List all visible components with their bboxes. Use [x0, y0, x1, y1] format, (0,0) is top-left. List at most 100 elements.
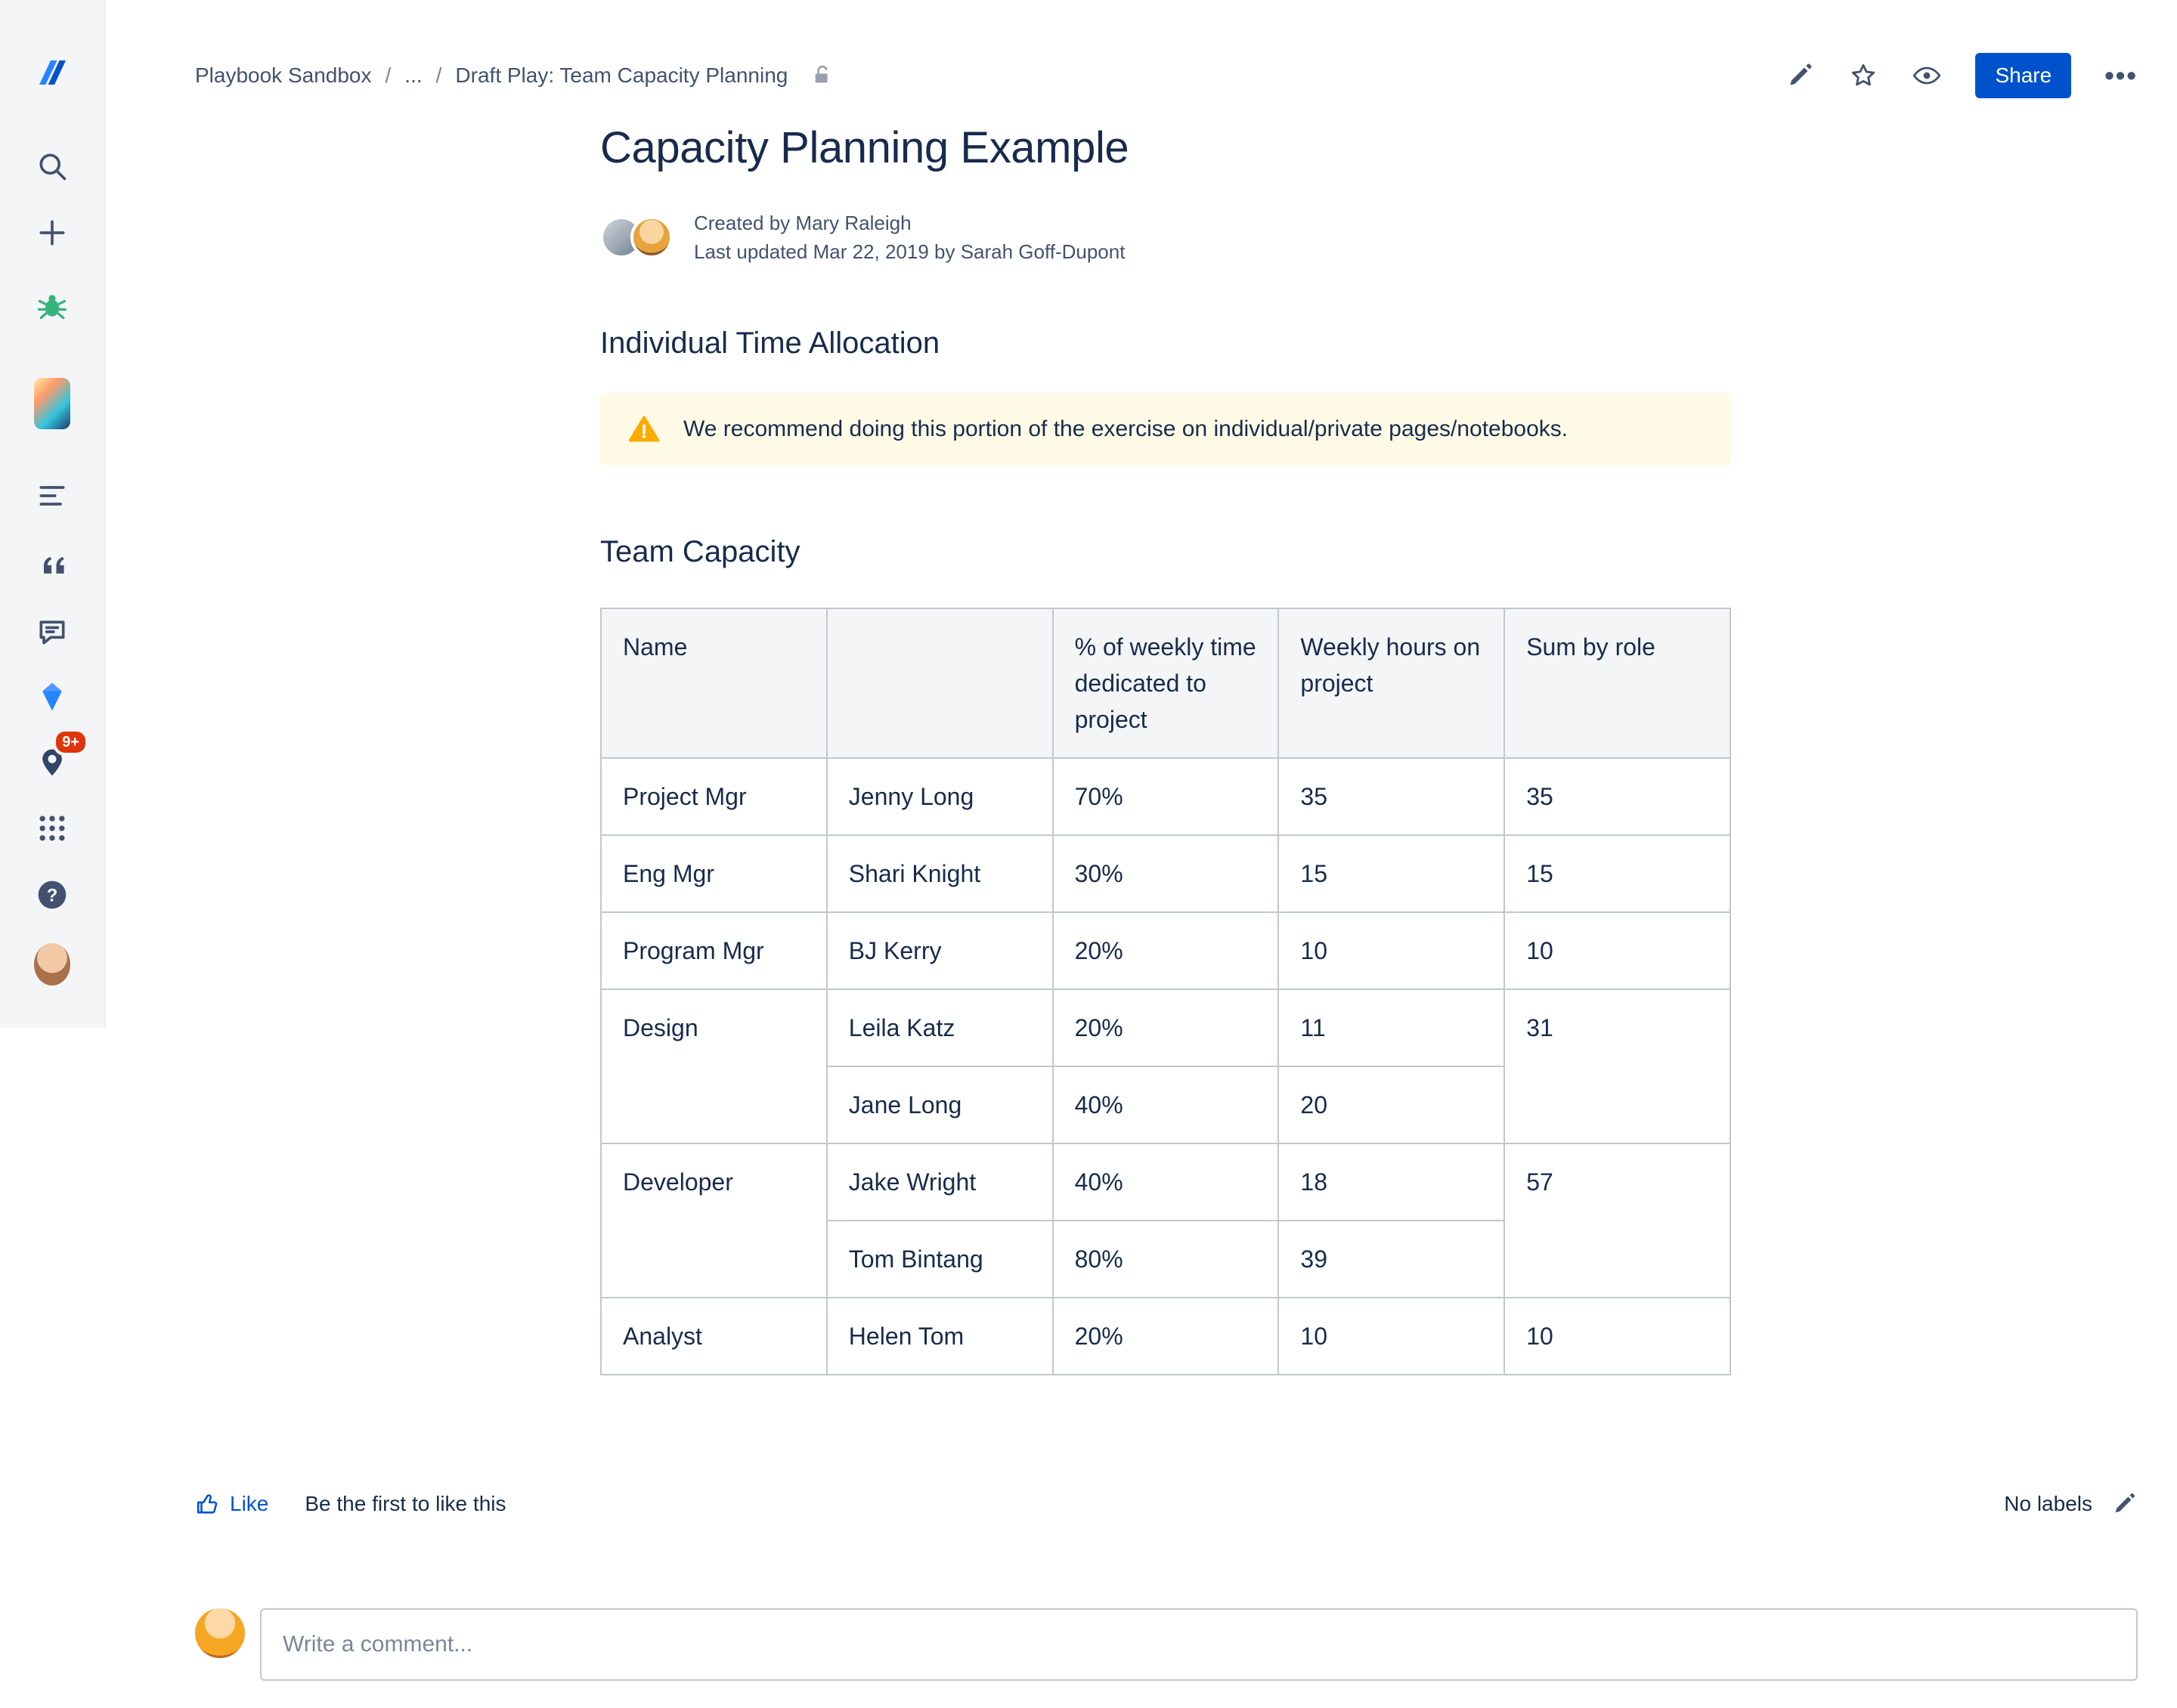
cell-name: Jenny Long — [825, 757, 1054, 836]
unlock-icon — [816, 65, 828, 83]
breadcrumb-separator: / — [435, 63, 442, 87]
comment-input[interactable] — [260, 1608, 2138, 1681]
notifications-pin-icon — [42, 749, 62, 776]
breadcrumb-space[interactable]: Playbook Sandbox — [195, 63, 372, 87]
recent-button[interactable] — [34, 478, 70, 514]
favourite-button[interactable] — [1848, 60, 1878, 91]
labels-text: No labels — [2004, 1492, 2092, 1515]
blue-diamond-icon — [42, 682, 62, 711]
restrictions-button[interactable] — [810, 63, 835, 88]
cell-sum: 57 — [1503, 1143, 1732, 1298]
bug-icon — [37, 295, 67, 320]
cell-role: Eng Mgr — [599, 834, 828, 913]
cell-role: Analyst — [599, 1297, 828, 1375]
svg-text:?: ? — [47, 885, 58, 905]
profile-avatar — [34, 943, 70, 986]
topbar: Playbook Sandbox / ... / Draft Play: Tea… — [106, 0, 2177, 98]
comment-bubble-icon — [39, 620, 65, 645]
cell-hours: 15 — [1277, 834, 1506, 913]
comment-section — [195, 1608, 2138, 1681]
cell-hours: 10 — [1277, 1297, 1506, 1375]
page-content: Capacity Planning Example Created by Mar… — [599, 121, 1732, 1375]
pencil-icon — [2115, 1493, 2135, 1513]
cell-hours: 18 — [1277, 1143, 1506, 1221]
like-label: Like — [230, 1492, 269, 1515]
table-header-row: Name % of weekly time dedicated to proje… — [599, 608, 1732, 759]
main-area: Playbook Sandbox / ... / Draft Play: Tea… — [106, 0, 2177, 1708]
confluence-logo[interactable] — [34, 54, 70, 91]
byline-avatars — [600, 216, 673, 258]
col-header-name: Name — [599, 608, 828, 759]
col-header-blank — [825, 608, 1054, 759]
current-user-avatar — [195, 1608, 245, 1658]
lines-icon — [39, 486, 65, 506]
cell-name: Jane Long — [825, 1066, 1054, 1144]
search-icon — [39, 153, 67, 181]
cell-hours: 10 — [1277, 911, 1506, 990]
app-switcher-button[interactable] — [34, 810, 70, 846]
notifications-button[interactable]: 9+ — [34, 729, 88, 780]
edit-labels-button[interactable] — [2110, 1490, 2138, 1518]
cell-role: Design — [599, 989, 828, 1144]
cell-role: Developer — [599, 1143, 828, 1298]
table-row: Tom Bintang 80% 39 — [601, 1220, 1730, 1298]
col-header-pct: % of weekly time dedicated to project — [1051, 608, 1280, 759]
star-icon — [1852, 63, 1875, 86]
cell-hours: 39 — [1277, 1220, 1506, 1298]
help-button[interactable]: ? — [34, 877, 70, 913]
profile-menu-button[interactable] — [34, 943, 70, 986]
cell-name: BJ Kerry — [825, 911, 1054, 990]
like-section: Like Be the first to like this — [195, 1491, 506, 1517]
like-hint: Be the first to like this — [305, 1492, 506, 1515]
global-sidebar: 9+ ? — [0, 0, 106, 1028]
bug-app-button[interactable] — [34, 287, 70, 323]
cell-hours: 11 — [1277, 989, 1506, 1067]
help-icon: ? — [38, 880, 67, 909]
edit-button[interactable] — [1785, 60, 1815, 91]
like-button[interactable]: Like — [195, 1491, 268, 1517]
breadcrumb-page[interactable]: Draft Play: Team Capacity Planning — [455, 63, 788, 87]
like-row: Like Be the first to like this No labels — [195, 1490, 2138, 1518]
team-capacity-table: Name % of weekly time dedicated to proje… — [599, 608, 1732, 1375]
share-button[interactable]: Share — [1975, 53, 2072, 98]
last-updated: Last updated Mar 22, 2019 by Sarah Goff-… — [694, 240, 1126, 263]
space-shortcut[interactable] — [34, 378, 70, 429]
cell-name: Shari Knight — [825, 834, 1054, 913]
cell-pct: 40% — [1051, 1066, 1280, 1144]
byline: Created by Mary Raleigh Last updated Mar… — [600, 209, 1731, 266]
table-row: Analyst Helen Tom 20% 10 10 — [599, 1297, 1732, 1375]
cell-pct: 20% — [1051, 911, 1280, 990]
warning-text: We recommend doing this portion of the e… — [683, 416, 1568, 441]
cell-pct: 30% — [1051, 834, 1280, 913]
breadcrumb-ellipsis[interactable]: ... — [404, 63, 423, 87]
cell-sum: 35 — [1503, 757, 1732, 836]
cell-pct: 70% — [1051, 757, 1280, 836]
search-button[interactable] — [34, 148, 70, 184]
labels-section: No labels — [2004, 1490, 2138, 1518]
updater-avatar — [630, 216, 673, 258]
plus-icon — [39, 220, 65, 246]
table-row: Eng Mgr Shari Knight 30% 15 15 — [599, 834, 1732, 913]
quote-icon — [44, 556, 64, 574]
create-button[interactable] — [34, 215, 70, 251]
byline-text: Created by Mary Raleigh Last updated Mar… — [694, 209, 1125, 266]
notification-badge: 9+ — [53, 729, 88, 756]
cell-sum: 31 — [1503, 989, 1732, 1144]
page-footer: Like Be the first to like this No labels — [195, 1490, 2138, 1681]
confluence-logo-icon — [39, 60, 66, 85]
page-actions: Share ••• — [1785, 53, 2138, 98]
grid-icon — [39, 815, 65, 841]
blue-app-button[interactable] — [34, 679, 70, 715]
more-actions-button[interactable]: ••• — [2104, 60, 2138, 91]
breadcrumb: Playbook Sandbox / ... / Draft Play: Tea… — [195, 63, 835, 88]
section-heading-capacity: Team Capacity — [600, 535, 801, 568]
page-title: Capacity Planning Example — [600, 123, 1129, 172]
cell-sum: 15 — [1503, 834, 1732, 913]
cell-pct: 40% — [1051, 1143, 1280, 1221]
cell-hours: 35 — [1277, 757, 1506, 836]
cell-name: Tom Bintang — [825, 1220, 1054, 1298]
quote-button[interactable] — [34, 546, 70, 582]
watch-button[interactable] — [1912, 60, 1942, 91]
comments-button[interactable] — [34, 614, 70, 650]
